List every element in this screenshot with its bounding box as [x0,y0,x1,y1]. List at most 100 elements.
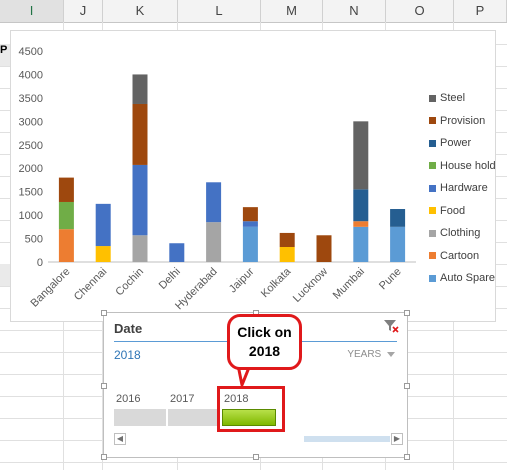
stacked-bar-chart[interactable]: 0 500 1000 1500 2000 2500 3000 3500 4000 4500 Bang… [10,30,496,322]
legend-swatch [429,207,436,215]
resize-handle[interactable] [404,383,410,389]
slicer-selection-label: 2018 [114,348,141,362]
time-level-dropdown[interactable]: YEARS [347,349,395,360]
year-bar-2016[interactable] [114,409,166,426]
row-selection-marker [0,44,10,66]
bar-segment-auto-spare[interactable] [242,226,258,262]
chevron-down-icon [387,351,395,357]
timeline-scrollbar[interactable]: ◀ ▶ [114,433,404,445]
resize-handle[interactable] [101,383,107,389]
bar-segment-auto-spare[interactable] [353,226,369,262]
bar-segment-hardware[interactable] [206,182,222,223]
legend-label: Cartoon [440,249,480,262]
bar-segment-hardware[interactable] [169,243,185,262]
x-category-label: Pune [377,266,404,293]
legend-item-food: Food [429,205,465,219]
legend-label: Steel [440,92,466,104]
legend-label: Food [440,204,466,217]
legend-item-power: Power [429,137,471,151]
resize-handle[interactable] [101,454,107,460]
bar-segment-steel[interactable] [353,121,369,190]
legend-item-hardware: Hardware [429,182,488,196]
resize-handle[interactable] [404,454,410,460]
callout-annotation: Click on 2018 [227,314,302,370]
column-header-p[interactable]: P [454,0,507,22]
bar-segment-cartoon[interactable] [58,229,74,262]
bar-segment-provision[interactable] [279,232,295,247]
legend-swatch [429,162,436,170]
x-category-label: Cochin [113,266,146,299]
x-category-label: Chennai [72,266,109,303]
x-category-label: Mumbai [331,266,367,302]
column-header-l[interactable]: L [178,0,261,22]
bar-segment-hardware[interactable] [132,164,148,236]
bar-segment-provision[interactable] [242,207,258,222]
bar-segment-food[interactable] [95,246,111,262]
legend-item-cartoon: Cartoon [429,250,479,264]
resize-handle[interactable] [404,310,410,316]
year-bar-2018[interactable] [222,409,276,426]
x-category-label: Kolkata [259,265,294,300]
y-tick-label: 3000 [19,116,43,128]
bar-segment-house-hold[interactable] [58,201,74,230]
y-tick-label: 4500 [19,46,43,58]
column-header-m[interactable]: M [261,0,323,22]
scroll-left-icon[interactable]: ◀ [114,433,126,445]
year-label-2017: 2017 [170,393,195,405]
legend-label: Clothing [440,227,481,239]
legend-item-auto-spare: Auto Spare [429,272,495,286]
y-tick-label: 2000 [19,163,43,175]
legend-item-provision: Provision [429,115,485,129]
clear-filter-icon[interactable] [383,319,399,333]
bar-segment-clothing[interactable] [132,235,148,262]
resize-handle[interactable] [101,310,107,316]
bar-segment-steel[interactable] [132,74,148,104]
bar-segment-cartoon[interactable] [353,221,369,227]
bar-segment-provision[interactable] [58,177,74,202]
bar-segment-hardware[interactable] [95,203,111,247]
legend-label: Provision [440,114,486,127]
legend-swatch [429,94,436,102]
slicer-title: Date [114,321,143,336]
legend-swatch [429,229,436,237]
bar-segment-clothing[interactable] [206,222,222,262]
bar-segment-provision[interactable] [132,103,148,165]
legend-item-clothing: Clothing [429,227,480,241]
callout-line-1: Click on [237,324,292,340]
bar-segment-power[interactable] [390,209,406,227]
bar-segment-provision[interactable] [316,235,332,262]
bar-segment-power[interactable] [353,189,369,222]
column-header-i[interactable]: I [0,0,64,22]
legend-item-house-hold: House hold [429,160,496,174]
year-label-2016: 2016 [116,393,141,405]
row-selection-marker [0,264,10,286]
highlight-box [217,386,285,432]
time-level-label: YEARS [347,349,382,360]
column-header-n[interactable]: N [323,0,386,22]
resize-handle[interactable] [253,454,259,460]
column-header-k[interactable]: K [103,0,178,22]
bar-segment-hardware[interactable] [242,221,258,227]
y-tick-label: 4000 [19,69,43,81]
column-header-o[interactable]: O [386,0,454,22]
column-header-row: I J K L M N O P [0,0,507,23]
y-tick-label: 500 [25,234,43,246]
year-label-2018: 2018 [224,393,249,405]
legend-swatch [429,252,436,260]
legend-item-steel: Steel [429,92,465,106]
y-tick-label: 2500 [19,140,43,152]
scrollbar-thumb[interactable] [304,436,390,442]
legend-swatch [429,184,436,192]
legend-swatch [429,274,436,282]
year-bar-2017[interactable] [168,409,220,426]
legend-swatch [429,117,436,125]
bar-segment-auto-spare[interactable] [390,226,406,262]
column-header-j[interactable]: J [64,0,103,22]
x-category-label: Delhi [157,266,183,292]
cell-text-fragment: P [0,44,8,56]
y-tick-label: 3500 [19,93,43,105]
x-category-label: Lucknow [291,266,330,305]
scroll-right-icon[interactable]: ▶ [391,433,403,445]
y-tick-label: 0 [37,257,43,269]
bar-segment-food[interactable] [279,246,295,262]
